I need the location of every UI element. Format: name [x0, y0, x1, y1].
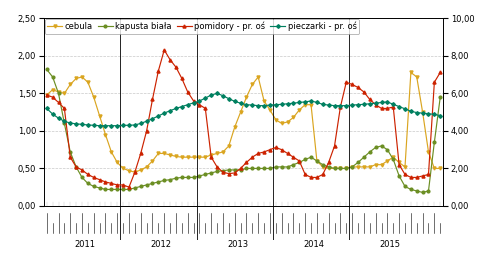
Text: 2011: 2011	[75, 240, 95, 249]
Text: 2015: 2015	[380, 240, 401, 249]
Text: 2013: 2013	[227, 240, 248, 249]
Legend: cebula, kapusta biała, pomidory - pr. oś, pieczarki - pr. oś: cebula, kapusta biała, pomidory - pr. oś…	[45, 19, 359, 34]
Text: 2014: 2014	[303, 240, 324, 249]
Text: 2012: 2012	[151, 240, 172, 249]
